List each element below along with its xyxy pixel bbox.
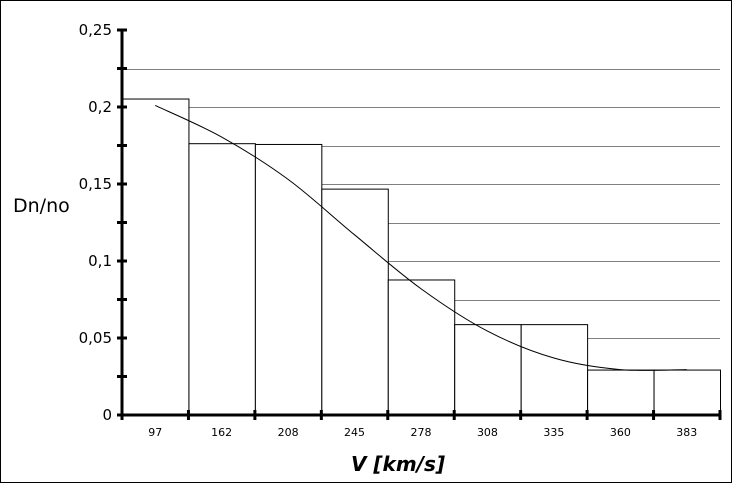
y-tick-label: 0,05 <box>79 329 112 347</box>
histogram-bar <box>254 143 323 417</box>
histogram-bar <box>321 188 389 416</box>
x-category-label: 383 <box>676 426 697 439</box>
x-category-label: 335 <box>543 426 564 439</box>
y-tick-label: 0,2 <box>88 98 112 116</box>
fitted-curve-line <box>155 105 687 371</box>
x-category-label: 162 <box>211 426 232 439</box>
histogram-bar <box>387 279 456 417</box>
y-tick-label: 0,15 <box>79 175 112 193</box>
x-category-label: 97 <box>148 426 162 439</box>
fitted-curve <box>155 105 687 371</box>
y-axis-title: Dn/no <box>13 195 70 217</box>
x-category-label: 278 <box>411 426 432 439</box>
histogram-bar <box>653 369 721 417</box>
x-category-label: 360 <box>610 426 631 439</box>
histogram-bar <box>188 143 256 416</box>
axes <box>117 28 722 420</box>
y-tick-label: 0 <box>102 406 112 424</box>
x-category-label: 245 <box>344 426 365 439</box>
y-tick-labels: 0 0,05 0,1 0,15 0,2 0,25 <box>79 21 112 424</box>
x-category-labels: 97 162 208 245 278 308 335 360 383 <box>148 426 697 439</box>
x-category-label: 308 <box>477 426 498 439</box>
histogram-bar <box>454 324 522 417</box>
histogram-bar <box>122 98 190 416</box>
y-tick-label: 0,1 <box>88 252 112 270</box>
histogram-bar <box>520 324 589 417</box>
histogram-bar <box>587 369 655 417</box>
x-category-label: 208 <box>278 426 299 439</box>
y-tick-label: 0,25 <box>79 21 112 39</box>
x-axis-title: V [km/s] <box>351 452 445 476</box>
bar-series <box>122 98 721 417</box>
